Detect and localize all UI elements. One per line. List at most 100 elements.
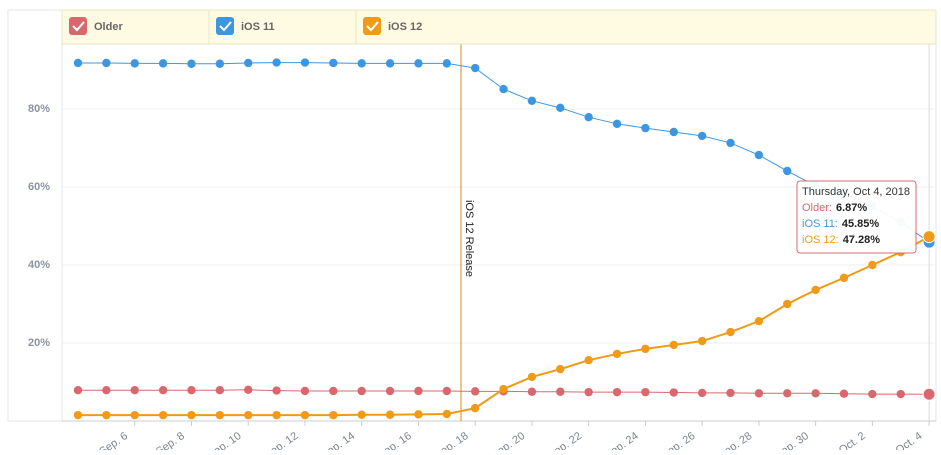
data-point	[244, 385, 253, 394]
y-tick-label: 80%	[28, 103, 50, 115]
data-point	[215, 410, 225, 420]
x-tick-label: Sep. 14	[319, 430, 357, 450]
data-point	[385, 386, 395, 396]
data-point	[272, 386, 281, 395]
data-point	[300, 386, 310, 396]
data-point	[612, 387, 622, 397]
data-point	[556, 364, 565, 374]
data-point	[102, 58, 111, 68]
tooltip-row: Older: 6.87%	[802, 202, 867, 214]
legend-check	[72, 21, 85, 32]
data-point	[922, 387, 936, 401]
x-tick-label: Oct. 2	[837, 430, 868, 450]
data-point	[329, 58, 338, 68]
data-point	[102, 385, 111, 395]
data-point	[130, 410, 139, 420]
tooltip-row: iOS 12: 47.28%	[802, 234, 880, 246]
data-point	[697, 336, 707, 346]
legend-label[interactable]: Older	[94, 21, 123, 33]
data-point	[697, 131, 707, 141]
data-point	[783, 389, 792, 398]
x-tick-label: Oct. 4	[894, 430, 925, 450]
data-point	[470, 403, 480, 413]
data-point	[641, 344, 650, 354]
x-tick-label: Sep. 20	[489, 430, 527, 450]
x-tick-label: Sep. 12	[262, 430, 300, 450]
legend-label[interactable]: iOS 12	[388, 21, 422, 33]
data-point	[414, 410, 423, 419]
data-point	[584, 355, 593, 365]
data-point	[329, 410, 338, 420]
data-point	[187, 59, 196, 68]
tooltip-row-label: iOS 12:	[802, 234, 839, 246]
data-point	[868, 389, 877, 399]
x-tick-label: Sep. 6	[97, 430, 130, 450]
data-point	[556, 387, 565, 396]
legend-checkbox[interactable]	[216, 17, 234, 35]
release-label: iOS 12 Release	[463, 200, 475, 277]
data-point	[556, 103, 565, 113]
legend-check	[366, 21, 379, 32]
data-point	[527, 372, 537, 382]
data-point	[669, 388, 678, 397]
y-tick-label: 60%	[28, 181, 50, 193]
data-point	[357, 59, 366, 68]
data-point	[158, 410, 168, 420]
data-point	[130, 59, 139, 68]
y-tick-label: 40%	[28, 259, 50, 271]
data-point	[215, 385, 225, 395]
data-point	[158, 385, 168, 395]
data-point	[414, 386, 423, 396]
data-point	[357, 410, 366, 419]
data-point	[414, 59, 423, 68]
data-point	[272, 410, 281, 420]
data-point	[470, 63, 480, 73]
tooltip-row-label: iOS 11:	[802, 218, 838, 230]
data-point	[527, 387, 537, 396]
tooltip-title: Thursday, Oct 4, 2018	[802, 186, 910, 198]
x-tick-label: Sep. 28	[716, 430, 754, 450]
x-tick-label: Sep. 18	[433, 430, 471, 450]
data-point	[73, 58, 83, 68]
legend-checkbox[interactable]	[69, 17, 87, 35]
data-point	[385, 410, 395, 419]
plot-background	[7, 9, 937, 422]
data-point	[215, 59, 225, 68]
data-point	[244, 410, 253, 420]
data-point	[839, 273, 849, 283]
data-point	[73, 410, 83, 420]
tooltip-row-value: 6.87%	[836, 202, 867, 214]
x-tick-label: Sep. 16	[376, 430, 414, 450]
data-point	[669, 127, 678, 137]
data-point	[357, 386, 366, 396]
data-point	[158, 59, 168, 68]
data-point	[641, 123, 650, 133]
data-point	[470, 387, 480, 396]
data-point	[527, 96, 537, 106]
tooltip-row: iOS 11: 45.85%	[802, 218, 879, 230]
data-point	[187, 385, 196, 395]
data-point	[272, 58, 281, 67]
data-point	[584, 112, 593, 122]
data-point	[811, 389, 820, 398]
data-point	[499, 384, 508, 394]
data-point	[726, 327, 735, 337]
legend-label[interactable]: iOS 11	[241, 21, 275, 33]
legend-checkbox[interactable]	[363, 17, 381, 35]
x-tick-label: Sep. 30	[773, 430, 811, 450]
data-point	[442, 59, 452, 68]
data-point	[754, 389, 764, 398]
data-point	[102, 410, 111, 420]
data-point	[754, 316, 764, 326]
data-point	[612, 119, 622, 129]
data-point	[783, 299, 792, 309]
data-point	[300, 58, 310, 67]
data-point	[584, 387, 593, 397]
data-point	[726, 388, 735, 398]
tooltip-box	[796, 180, 917, 254]
data-point	[442, 386, 452, 396]
data-point	[839, 389, 849, 398]
tooltip-row-value: 45.85%	[842, 218, 880, 230]
x-tick-label: Sep. 26	[660, 430, 698, 450]
